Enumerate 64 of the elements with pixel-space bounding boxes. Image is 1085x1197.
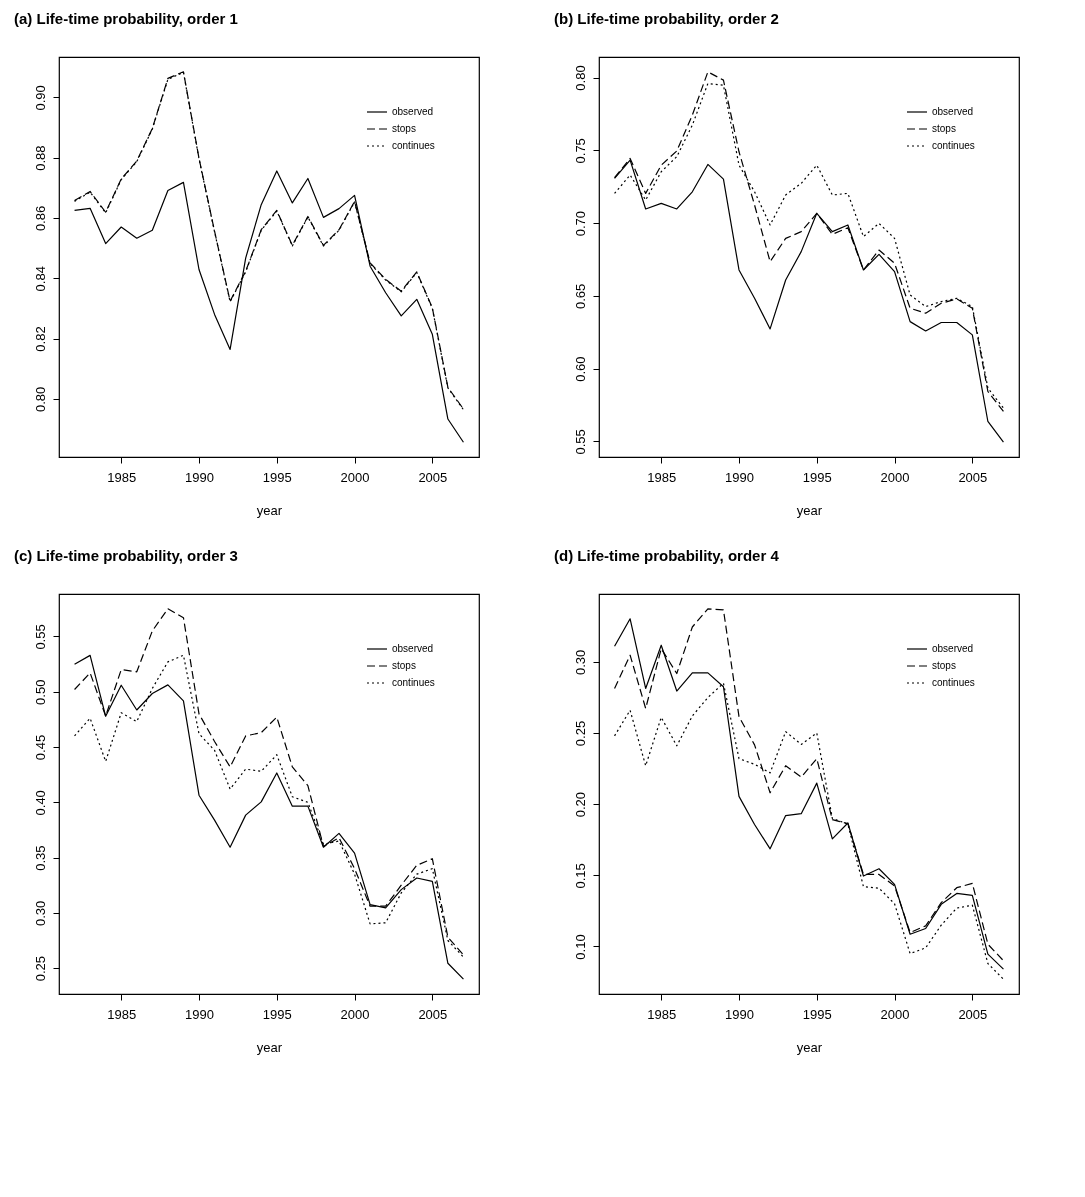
x-tick-label: 2005 [958, 1006, 988, 1022]
y-tick-label: 0.10 [572, 934, 588, 960]
y-tick-label: 0.86 [32, 205, 48, 232]
x-axis-title: year [256, 1039, 283, 1055]
y-tick-label: 0.82 [32, 326, 48, 352]
y-tick-label: 0.84 [32, 266, 48, 292]
legend-label: continues [932, 677, 975, 688]
x-tick-label: 1990 [725, 469, 754, 485]
y-tick-label: 0.65 [572, 283, 588, 310]
legend-label: stops [392, 123, 416, 134]
x-tick-label: 1995 [262, 1006, 292, 1022]
legend-label: observed [932, 106, 974, 117]
legend-label: continues [392, 677, 435, 688]
y-tick-label: 0.40 [32, 790, 48, 816]
x-tick-label: 2000 [340, 1006, 370, 1022]
legend-label: stops [392, 660, 416, 671]
y-tick-label: 0.90 [32, 85, 48, 111]
y-tick-label: 0.45 [32, 734, 48, 761]
y-tick-label: 0.30 [572, 649, 588, 676]
x-tick-label: 2005 [418, 1006, 448, 1022]
x-tick-label: 1990 [185, 469, 214, 485]
x-tick-label: 1990 [725, 1006, 754, 1022]
y-tick-label: 0.25 [572, 720, 588, 747]
legend-label: observed [392, 106, 434, 117]
chart-title: (a) Life-time probability, order 1 [14, 10, 238, 27]
x-tick-label: 1990 [185, 1006, 214, 1022]
y-tick-label: 0.55 [572, 429, 588, 455]
x-tick-label: 1985 [647, 469, 677, 485]
x-axis-title: year [256, 502, 283, 518]
y-tick-label: 0.70 [572, 210, 588, 237]
y-tick-label: 0.25 [32, 955, 48, 982]
y-tick-label: 0.30 [32, 900, 48, 927]
legend-label: continues [932, 140, 975, 151]
chart-title: (b) Life-time probability, order 2 [554, 10, 779, 27]
x-axis-title: year [796, 1039, 823, 1055]
y-tick-label: 0.20 [572, 792, 588, 818]
y-tick-label: 0.88 [32, 145, 48, 171]
x-tick-label: 1995 [802, 469, 832, 485]
x-tick-label: 1985 [647, 1006, 677, 1022]
y-tick-label: 0.15 [572, 863, 588, 889]
y-tick-label: 0.35 [32, 845, 48, 871]
x-tick-label: 2000 [340, 469, 370, 485]
x-axis-title: year [796, 502, 823, 518]
y-tick-label: 0.80 [32, 386, 48, 412]
y-tick-label: 0.75 [572, 138, 588, 164]
y-tick-label: 0.55 [32, 624, 48, 650]
y-tick-label: 0.50 [32, 679, 48, 705]
chart-title: (d) Life-time probability, order 4 [554, 547, 780, 564]
x-tick-label: 2005 [418, 469, 448, 485]
x-tick-label: 1995 [802, 1006, 832, 1022]
x-tick-label: 1985 [107, 469, 137, 485]
legend-label: stops [932, 123, 956, 134]
legend-label: observed [932, 643, 974, 654]
x-tick-label: 1985 [107, 1006, 137, 1022]
x-tick-label: 2000 [880, 1006, 910, 1022]
legend-label: continues [392, 140, 435, 151]
legend-label: observed [392, 643, 434, 654]
x-tick-label: 1995 [262, 469, 292, 485]
y-tick-label: 0.60 [572, 356, 588, 382]
y-tick-label: 0.80 [572, 65, 588, 91]
x-tick-label: 2005 [958, 469, 988, 485]
legend-label: stops [932, 660, 956, 671]
x-tick-label: 2000 [880, 469, 910, 485]
chart-title: (c) Life-time probability, order 3 [14, 547, 238, 564]
